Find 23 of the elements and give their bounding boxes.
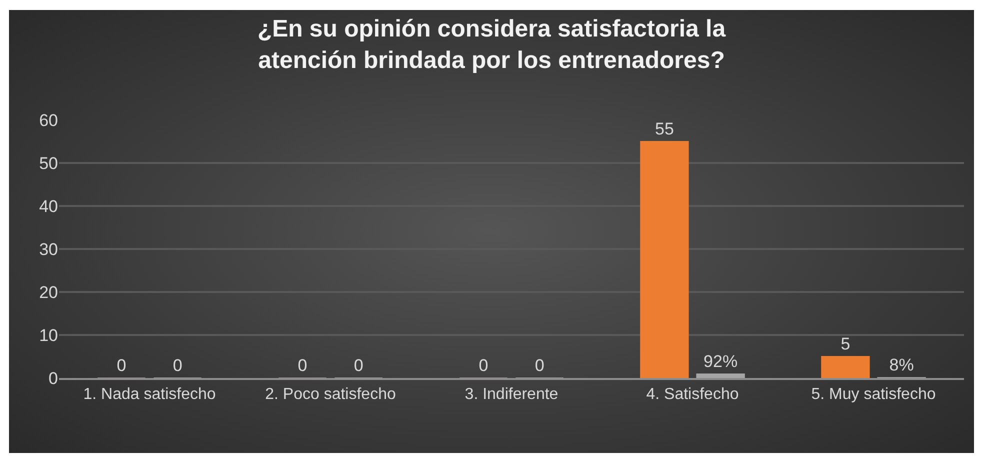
x-tick-label: 5. Muy satisfecho — [811, 386, 936, 404]
y-tick-label: 40 — [39, 196, 58, 216]
y-tick-label: 0 — [48, 368, 58, 388]
data-label: 0 — [478, 356, 488, 375]
data-label: 92% — [704, 352, 738, 372]
y-tick-label: 50 — [39, 154, 58, 173]
chart-title: ¿En su opinión considera satisfactoria la atención brindada por los entrenadores? — [257, 16, 726, 74]
data-label: 0 — [298, 356, 308, 375]
data-label: 0 — [354, 356, 364, 375]
data-label: 8% — [889, 356, 914, 375]
y-tick-label: 60 — [39, 110, 58, 130]
data-label: 55 — [654, 120, 674, 138]
x-tick-label: 1. Nada satisfecho — [83, 386, 216, 404]
x-tick-label: 3. Indiferente — [464, 386, 558, 404]
data-label: 0 — [116, 356, 126, 375]
data-label: 0 — [172, 356, 182, 375]
y-tick-label: 20 — [39, 282, 58, 302]
x-tick-label: 4. Satisfecho — [646, 386, 739, 404]
x-tick-label: 2. Poco satisfecho — [265, 386, 396, 404]
y-tick-label: 30 — [39, 240, 58, 259]
data-label: 0 — [534, 356, 544, 375]
y-tick-label: 10 — [39, 326, 58, 345]
data-label: 5 — [840, 334, 850, 354]
